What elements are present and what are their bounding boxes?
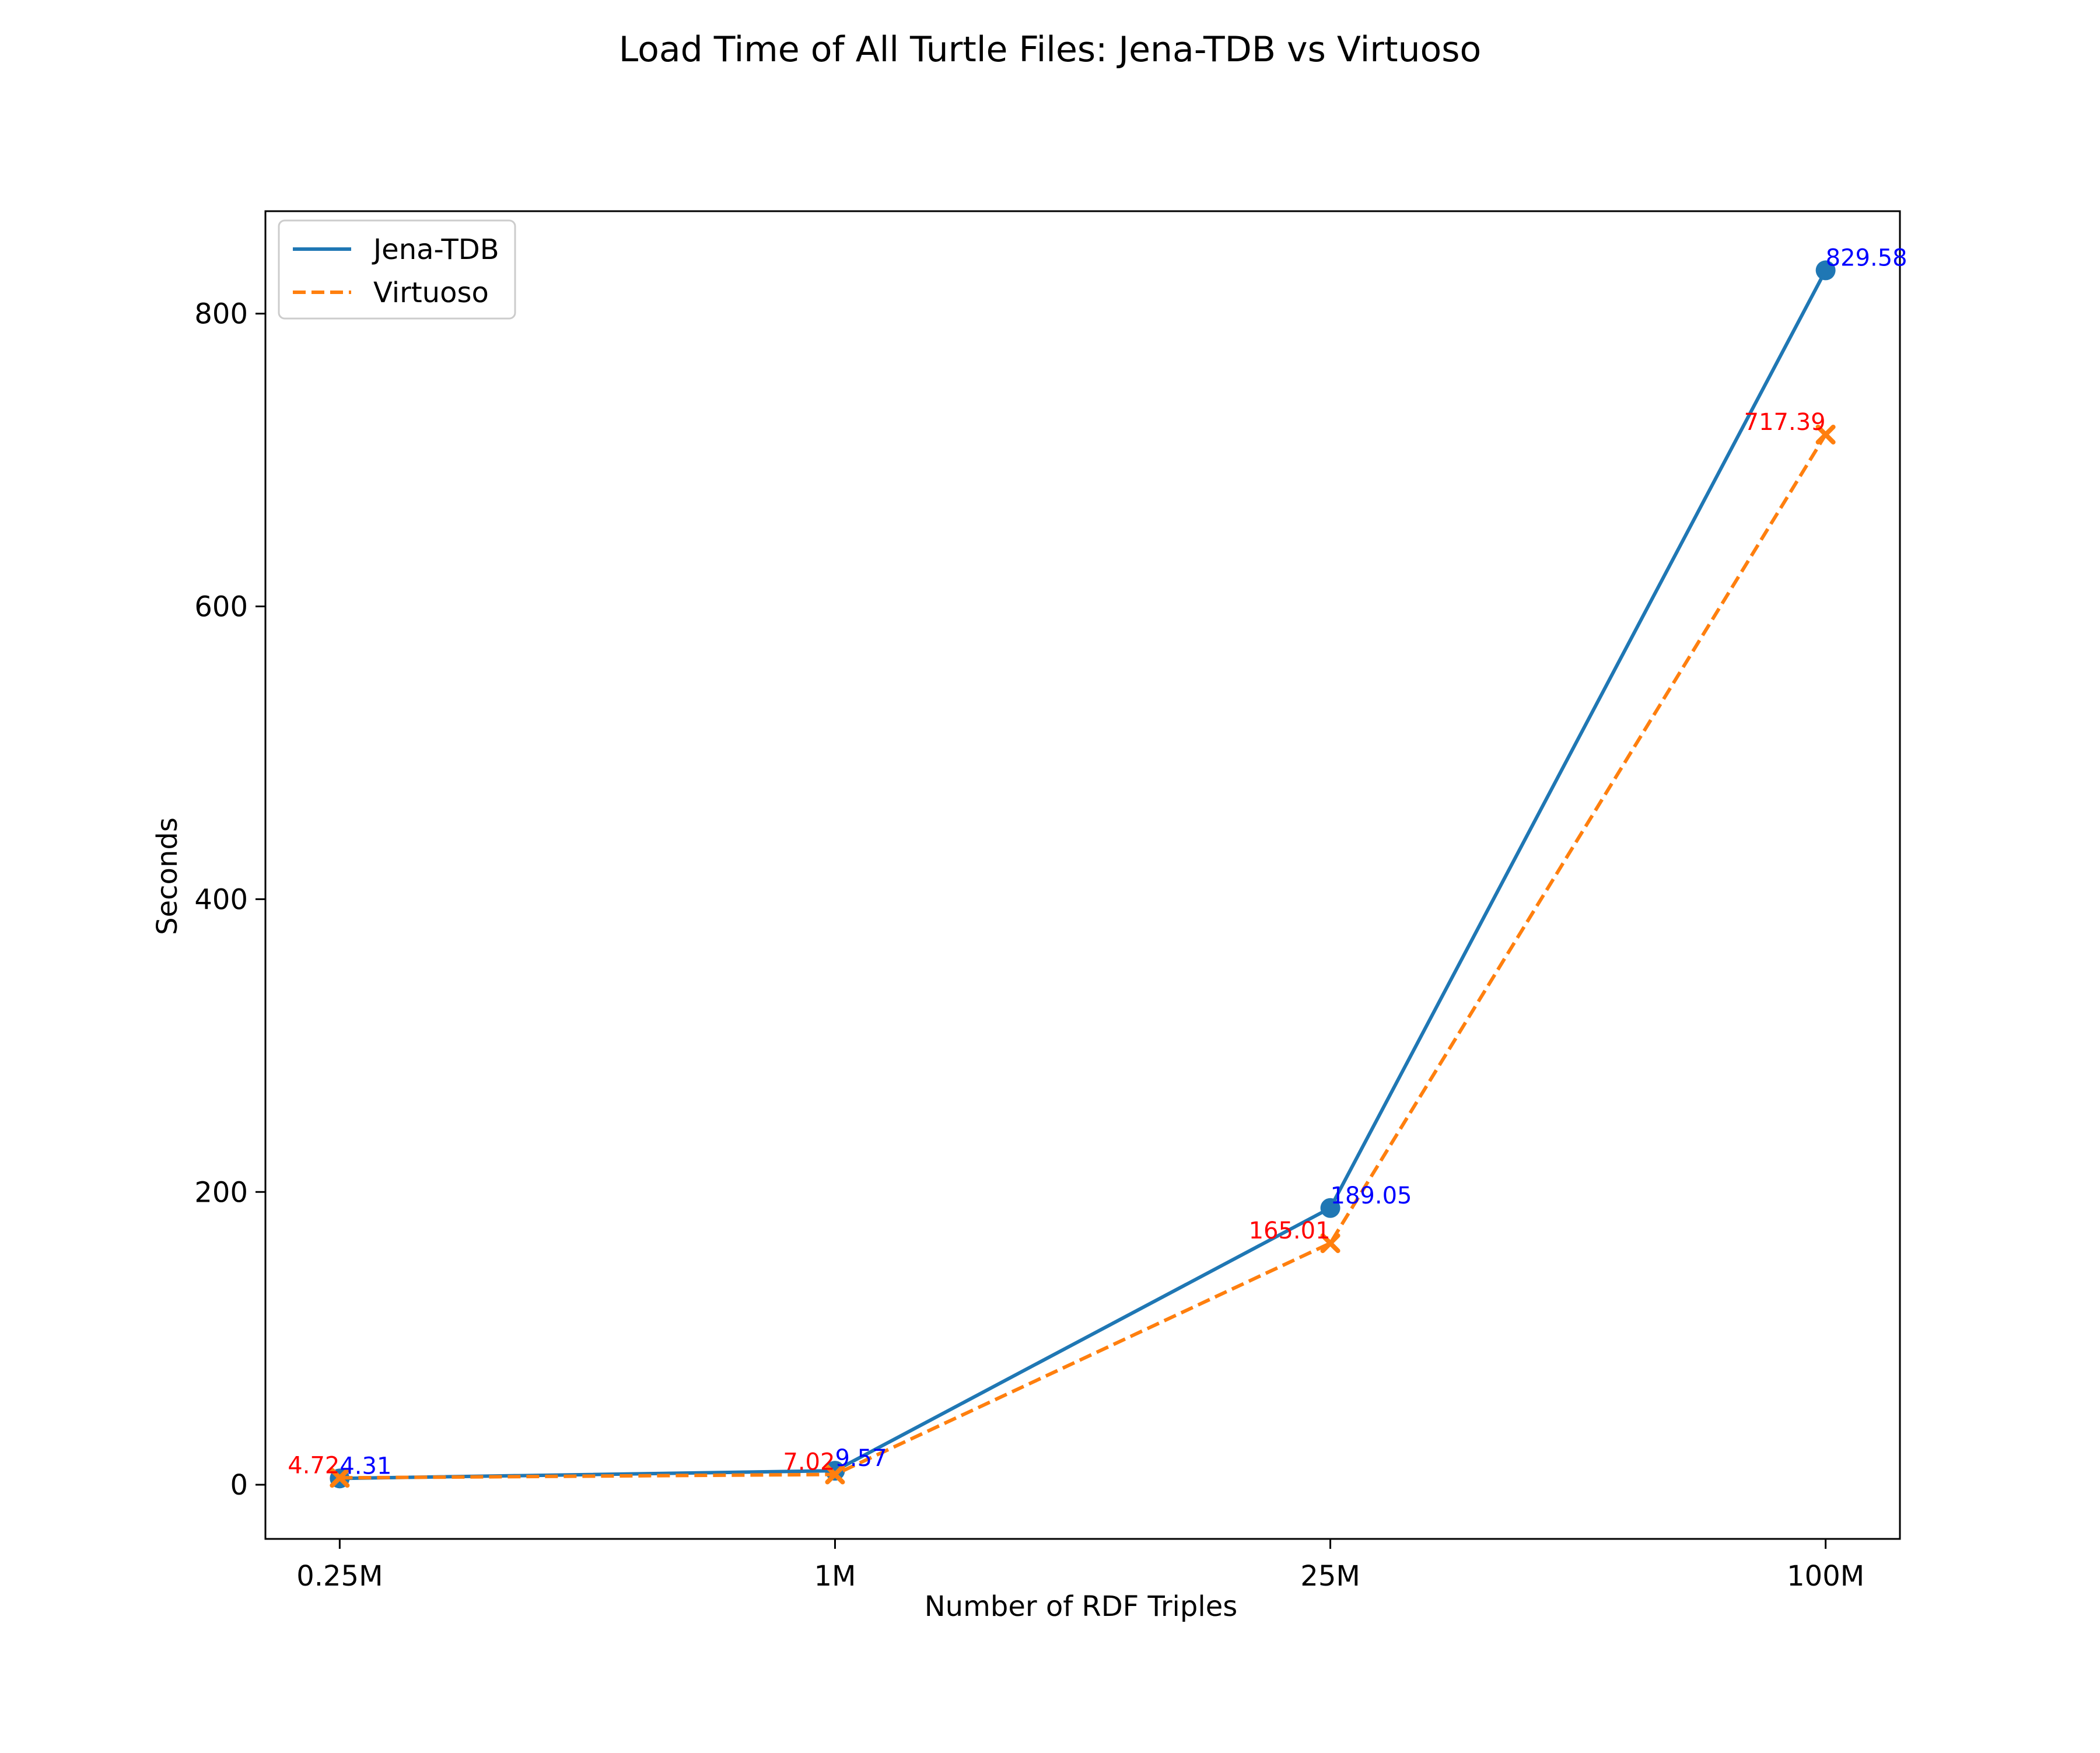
- data-label-jena-tdb: 4.31: [340, 1453, 391, 1479]
- y-tick-label: 600: [194, 591, 248, 624]
- x-axis-label: Number of RDF Triples: [925, 1590, 1237, 1623]
- data-label-virtuoso: 717.39: [1744, 409, 1826, 436]
- legend-label-jena-tdb: Jena-TDB: [372, 233, 499, 266]
- legend-label-virtuoso: Virtuoso: [373, 277, 489, 309]
- series-layer: [330, 260, 1836, 1489]
- chart-title: Load Time of All Turtle Files: Jena-TDB …: [619, 29, 1481, 70]
- series-line-virtuoso: [340, 433, 1828, 1480]
- data-point-jena-tdb: [1320, 1198, 1340, 1218]
- x-marker-stroke: [330, 1468, 350, 1488]
- y-tick-label: 400: [194, 883, 248, 916]
- data-label-layer: 4.31 9.57 189.05 829.58 4.72 7.02 165.01 717.39: [288, 244, 1907, 1479]
- x-marker-stroke: [1320, 1233, 1340, 1254]
- data-point-jena-tdb: [1815, 260, 1836, 281]
- legend: Jena-TDB Virtuoso: [278, 219, 516, 320]
- data-point-virtuoso: [1815, 424, 1836, 445]
- x-tick-label: 25M: [1300, 1560, 1360, 1593]
- x-tick-label: 0.25M: [296, 1560, 383, 1593]
- data-point-virtuoso: [1320, 1233, 1340, 1254]
- data-label-jena-tdb: 9.57: [835, 1445, 887, 1472]
- data-label-virtuoso: 4.72: [288, 1452, 340, 1479]
- y-tick-label: 800: [194, 298, 248, 331]
- y-tick-label: 200: [194, 1176, 248, 1209]
- data-label-virtuoso: 165.01: [1249, 1217, 1331, 1244]
- x-tick-label: 1M: [814, 1560, 856, 1593]
- y-tick-label: 0: [230, 1469, 248, 1502]
- plot-area: [264, 210, 1901, 1540]
- x-marker-stroke: [825, 1464, 845, 1485]
- data-label-virtuoso: 7.02: [783, 1449, 835, 1476]
- plot-frame: [264, 210, 1901, 1540]
- data-label-jena-tdb: 829.58: [1826, 244, 1908, 271]
- x-tick-label: 100M: [1787, 1560, 1864, 1593]
- data-point-virtuoso: [825, 1464, 845, 1485]
- x-axis: 0.25M 1M 25M 100M: [296, 1539, 1864, 1593]
- data-point-virtuoso: [330, 1468, 350, 1488]
- y-axis: 0 200 400 600 800: [194, 298, 265, 1502]
- x-marker-stroke: [1815, 424, 1836, 445]
- y-axis-label: Seconds: [151, 817, 184, 935]
- data-label-jena-tdb: 189.05: [1331, 1182, 1412, 1209]
